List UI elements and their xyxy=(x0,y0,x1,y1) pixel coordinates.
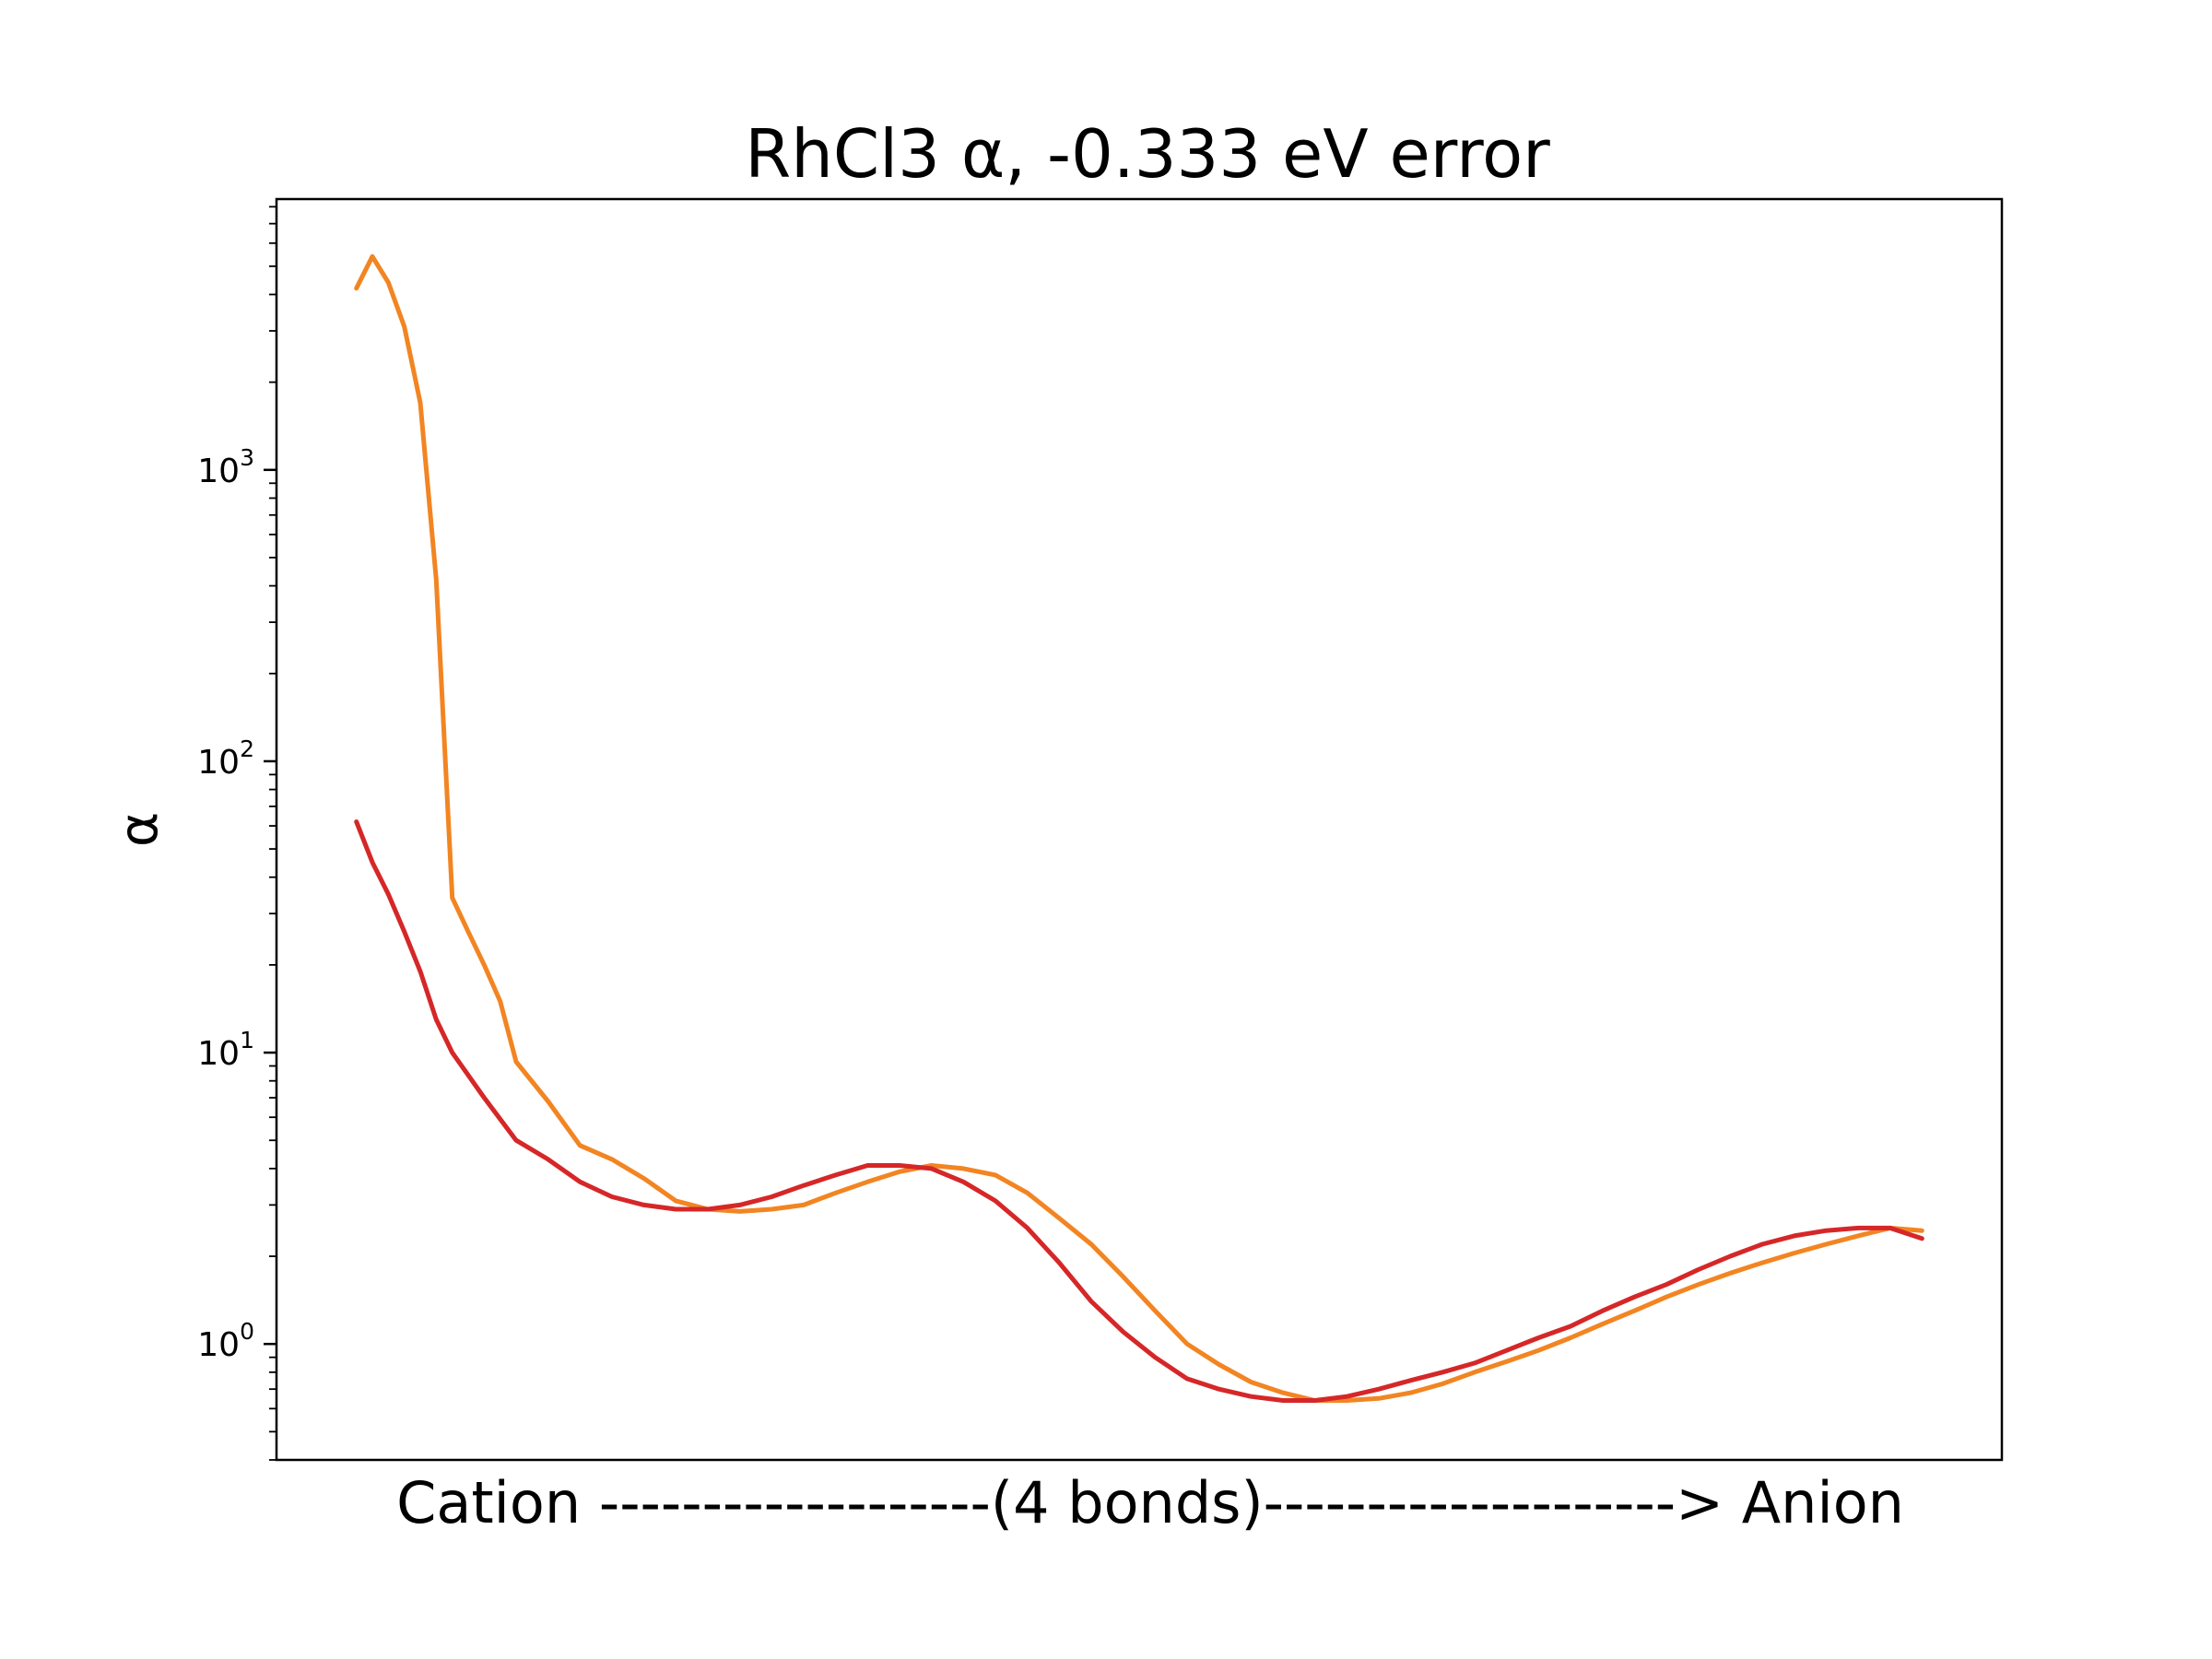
plot-area xyxy=(354,253,1924,1403)
series-line-1 xyxy=(354,253,1924,1403)
y-tick-label: 102 xyxy=(197,735,254,782)
y-tick-label: 103 xyxy=(197,444,254,490)
chart-title: RhCl3 α, -0.333 eV error xyxy=(745,115,1550,193)
y-tick-label: 100 xyxy=(197,1318,254,1364)
y-tick-label: 101 xyxy=(197,1027,254,1073)
x-axis-label: Cation -------------------(4 bonds)-----… xyxy=(396,1469,1904,1536)
y-axis: 100 101 102 103 xyxy=(197,206,276,1461)
plot-frame xyxy=(275,197,2004,1462)
series-line-2 xyxy=(354,819,1924,1403)
y-axis-label: α xyxy=(107,812,170,847)
